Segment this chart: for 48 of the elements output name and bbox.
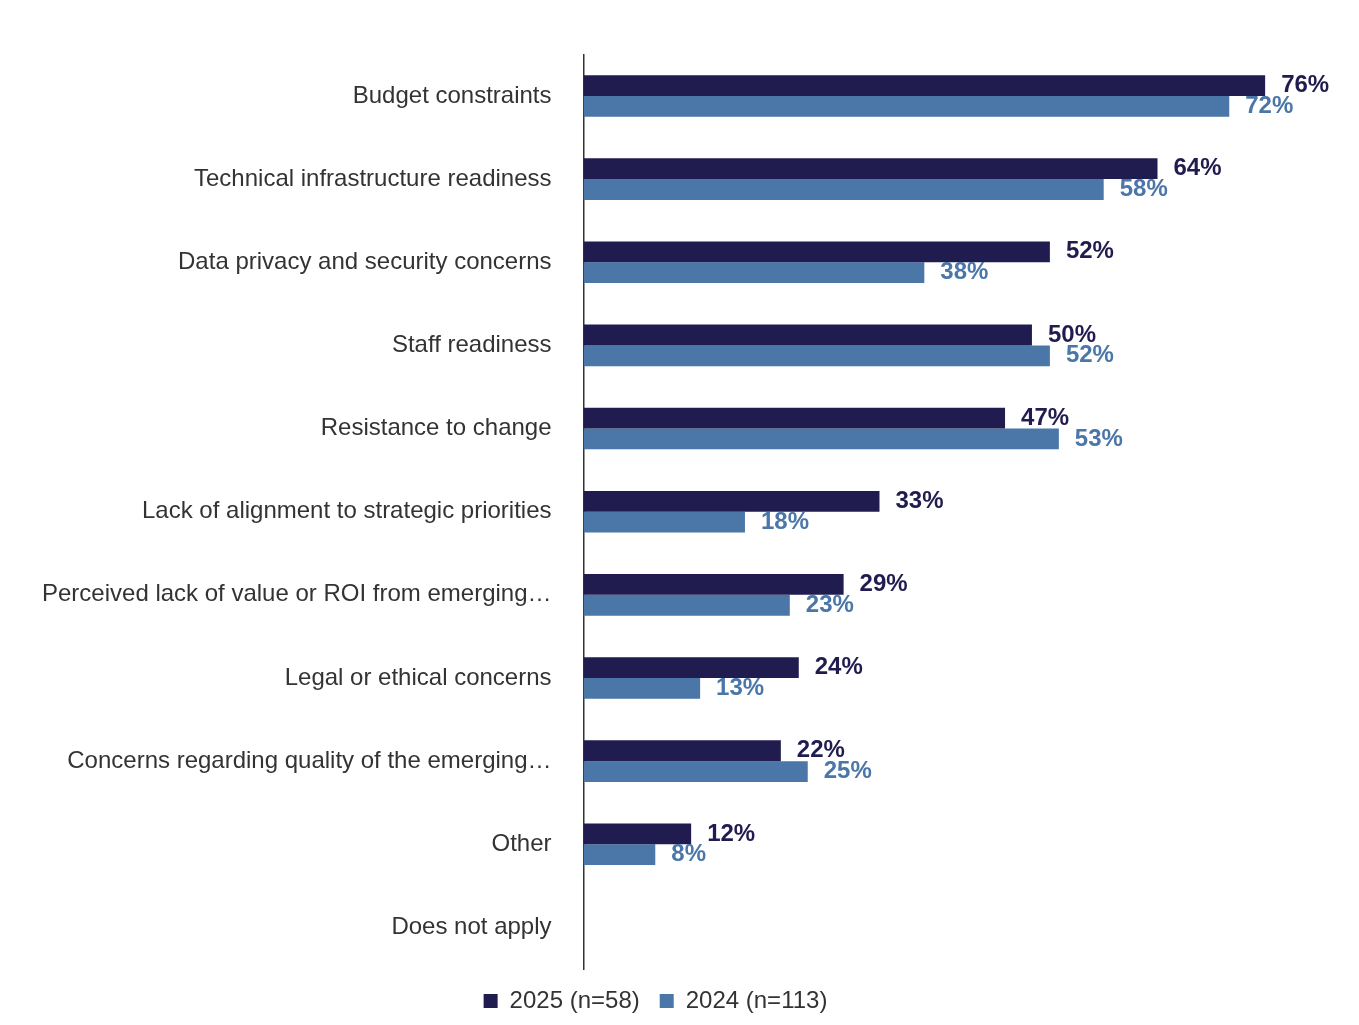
y-tick-label: Technical infrastructure readiness	[194, 163, 552, 191]
data-label: 24%	[814, 652, 863, 680]
legend-label: 2024 (n=113)	[685, 985, 828, 1013]
bar	[583, 761, 808, 782]
bar	[583, 490, 880, 512]
y-tick-label: Resistance to change	[320, 413, 552, 441]
bar	[583, 95, 1230, 117]
data-label: 12%	[707, 818, 756, 846]
data-label: 47%	[1021, 402, 1070, 430]
bar	[583, 158, 1158, 180]
bar	[583, 844, 656, 866]
data-label: 64%	[1173, 153, 1222, 181]
bar	[583, 657, 799, 678]
bar	[583, 241, 1050, 263]
data-label: 18%	[760, 506, 810, 534]
y-tick-label: Concerns regarding quality of the emerging…	[67, 745, 552, 773]
y-tick-label: Perceived lack of value or ROI from emerging…	[42, 579, 552, 607]
data-label: 8%	[671, 839, 706, 867]
bar	[583, 324, 1032, 346]
y-tick-label: Staff readiness	[391, 330, 552, 358]
bar	[583, 262, 925, 284]
data-label: 29%	[859, 569, 908, 597]
bar	[583, 179, 1104, 200]
y-tick-label: Budget constraints	[352, 80, 552, 108]
bar	[583, 740, 781, 762]
bar	[583, 428, 1059, 450]
bar	[583, 594, 790, 616]
data-label: 25%	[823, 756, 872, 784]
bar	[583, 75, 1266, 96]
data-label: 58%	[1119, 174, 1168, 202]
legend-label: 2025 (n=58)	[509, 985, 640, 1013]
bar	[583, 574, 844, 595]
data-label: 38%	[940, 257, 989, 285]
y-tick-label: Other	[491, 828, 552, 856]
data-label: 23%	[805, 589, 854, 617]
data-label: 13%	[716, 673, 765, 701]
data-label: 33%	[895, 485, 944, 513]
bar	[583, 511, 745, 533]
y-tick-label: Does not apply	[391, 912, 552, 940]
y-tick-label: Legal or ethical concerns	[284, 662, 552, 690]
y-tick-label: Data privacy and security concerns	[178, 246, 552, 274]
data-label: 52%	[1065, 236, 1114, 264]
bar	[583, 823, 692, 845]
bar	[583, 407, 1006, 429]
y-tick-label: Lack of alignment to strategic priorities	[142, 496, 552, 524]
bar	[583, 677, 701, 699]
data-label: 53%	[1074, 423, 1123, 451]
bar	[583, 345, 1050, 367]
